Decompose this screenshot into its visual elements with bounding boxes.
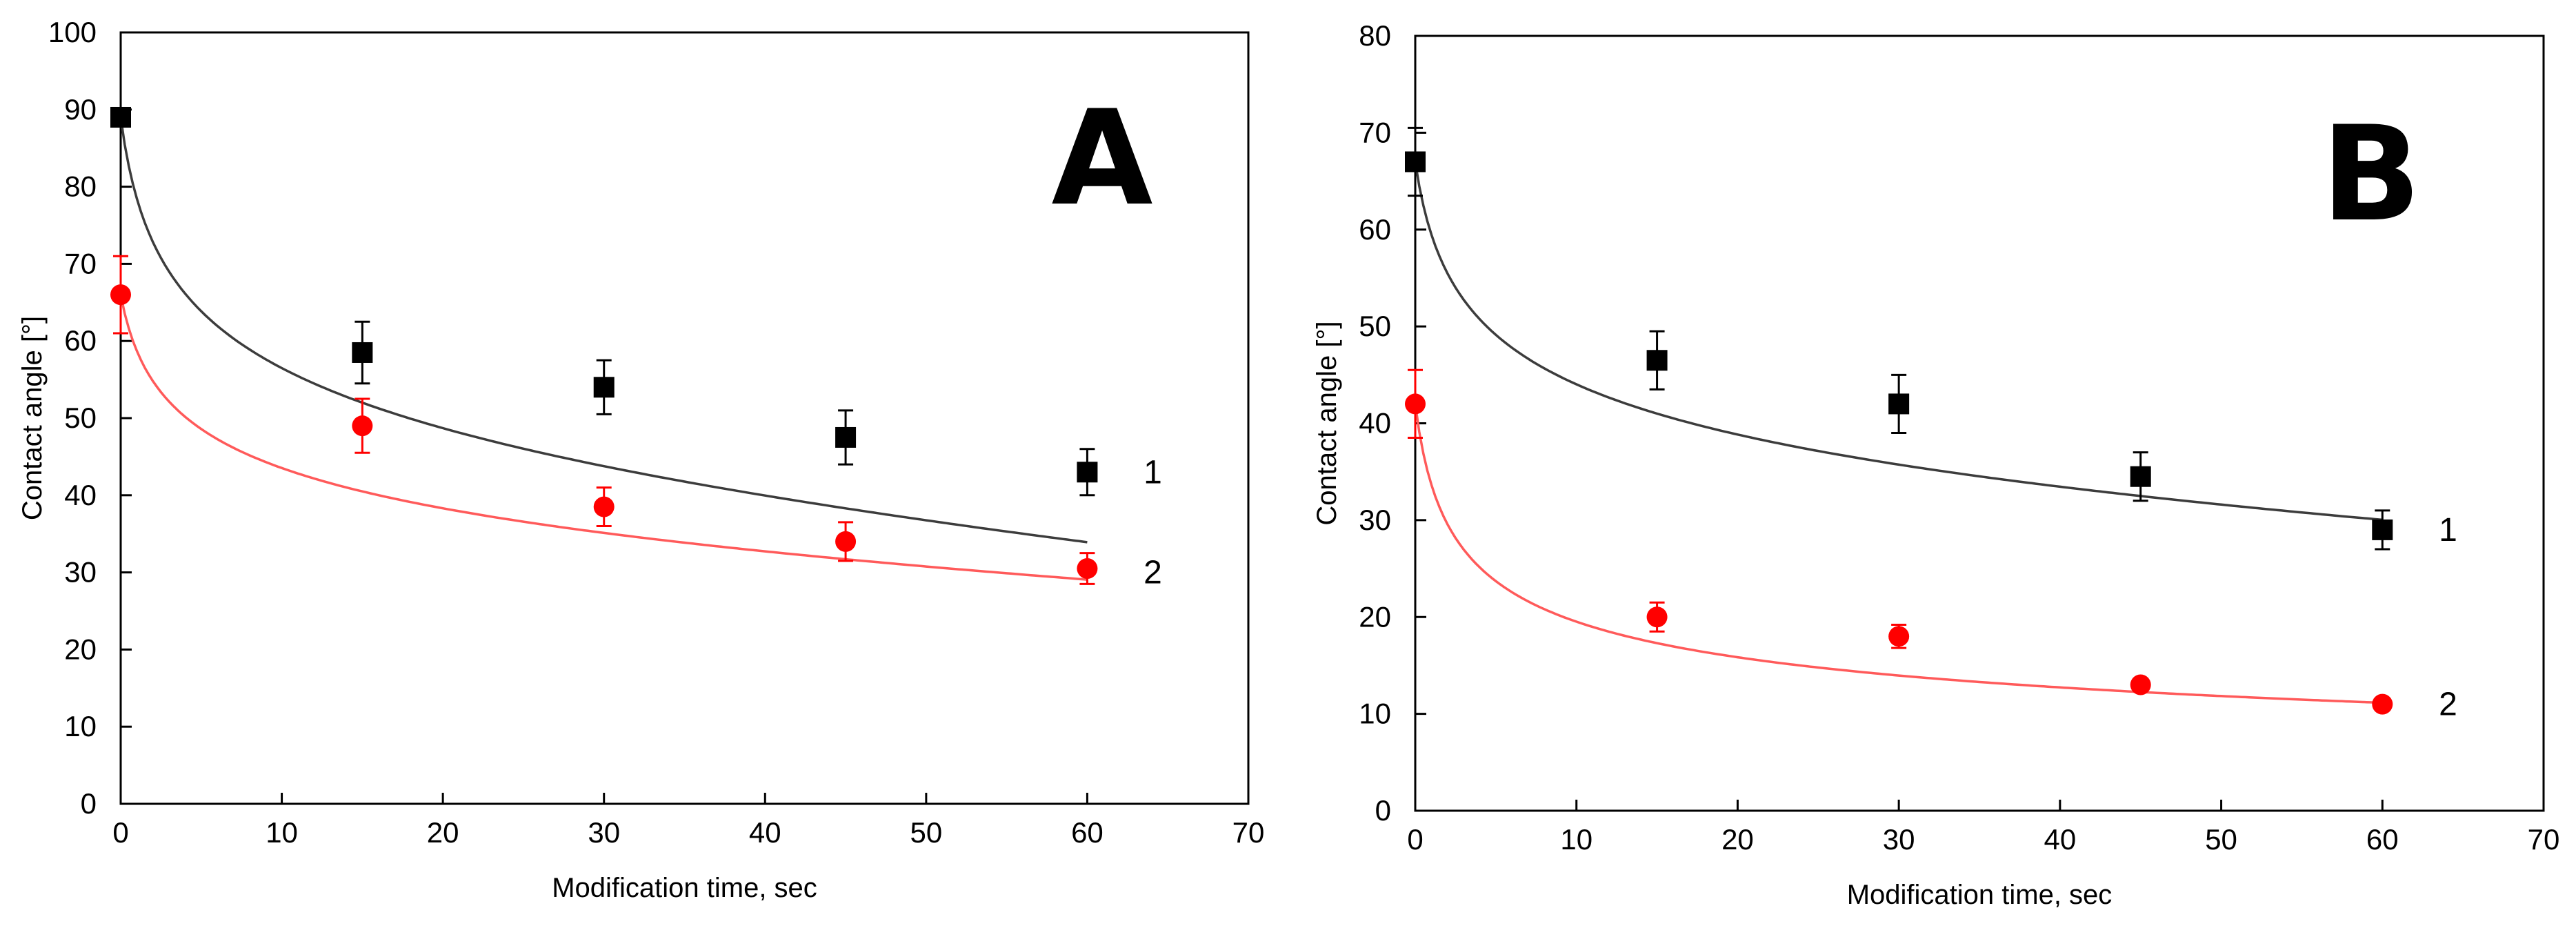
y-tick-label: 60 — [64, 324, 97, 357]
y-tick-label: 30 — [64, 556, 97, 589]
x-tick-label: 30 — [1883, 823, 1915, 856]
y-tick-label: 60 — [1359, 213, 1391, 246]
y-tick-label: 50 — [64, 402, 97, 434]
data-point — [1405, 151, 1426, 172]
series-label: 1 — [1144, 454, 1162, 491]
tick-marks — [1414, 34, 2545, 812]
data-point — [352, 342, 373, 363]
x-tick-label: 10 — [266, 816, 298, 849]
data-point — [1888, 626, 1910, 647]
data-point — [110, 106, 131, 128]
data-point — [2130, 674, 2151, 695]
y-tick-label: 70 — [64, 247, 97, 279]
y-tick-label: 30 — [1359, 504, 1391, 536]
x-axis-title: Modification time, sec — [552, 873, 817, 903]
y-tick-labels: 0 10 20 30 40 50 60 70 80 — [1359, 19, 1391, 827]
data-point — [1077, 558, 1098, 580]
series-1: 1 — [110, 106, 1162, 544]
x-tick-label: 10 — [1560, 823, 1592, 856]
data-point — [593, 496, 615, 517]
series-1: 1 — [1405, 126, 2457, 551]
panel-letter: B — [2322, 98, 2422, 250]
y-tick-label: 40 — [1359, 407, 1391, 440]
panel-letter: A — [1051, 82, 1152, 235]
x-tick-label: 70 — [2528, 823, 2560, 856]
x-tick-label: 40 — [749, 816, 781, 849]
data-point — [1888, 393, 1910, 415]
y-tick-label: 10 — [1359, 698, 1391, 730]
x-tick-label: 30 — [588, 816, 620, 849]
y-tick-label: 0 — [1375, 794, 1391, 827]
y-axis-title: Contact angle [°] — [1312, 321, 1342, 525]
fit-curve — [119, 117, 1088, 544]
data-point — [835, 531, 857, 552]
y-tick-label: 80 — [64, 170, 97, 203]
x-axis-title: Modification time, sec — [1847, 880, 2113, 910]
data-point — [593, 377, 615, 398]
tick-marks — [119, 31, 1250, 805]
data-point — [1077, 462, 1098, 483]
y-axis-title: Contact angle [°] — [17, 316, 48, 520]
series-label: 1 — [2439, 512, 2457, 549]
x-tick-label: 0 — [112, 816, 128, 849]
data-point — [1405, 393, 1426, 415]
y-tick-label: 80 — [1359, 19, 1391, 52]
x-tick-label: 50 — [2205, 823, 2237, 856]
panel-b: 0 10 20 30 40 50 60 70 0 10 20 30 40 50 60 70 80 Modifi… — [1312, 19, 2559, 910]
panel-a: 0 10 20 30 40 50 60 70 0 10 20 30 40 50 60 70 80 90 100 M… — [17, 16, 1264, 903]
series-2: 2 — [110, 255, 1162, 591]
data-point — [352, 415, 373, 437]
x-tick-label: 0 — [1407, 823, 1423, 856]
data-point — [2372, 693, 2393, 715]
y-tick-label: 20 — [64, 633, 97, 665]
series-2: 2 — [1405, 368, 2457, 723]
x-tick-labels: 0 10 20 30 40 50 60 70 — [1407, 823, 2559, 856]
x-tick-label: 70 — [1232, 816, 1265, 849]
series-layer: 12 — [1405, 126, 2457, 723]
x-tick-label: 60 — [2366, 823, 2399, 856]
data-point — [1646, 606, 1668, 628]
data-point — [2130, 466, 2151, 487]
series-layer: 12 — [110, 106, 1162, 591]
data-point — [1646, 350, 1668, 371]
y-tick-label: 10 — [64, 710, 97, 742]
fit-curve — [119, 294, 1088, 581]
y-tick-label: 90 — [64, 93, 97, 126]
y-tick-label: 100 — [48, 16, 97, 48]
x-tick-label: 60 — [1071, 816, 1104, 849]
data-point — [2372, 519, 2393, 540]
series-label: 2 — [1144, 555, 1162, 591]
y-tick-labels: 0 10 20 30 40 50 60 70 80 90 100 — [48, 16, 97, 820]
y-tick-label: 0 — [81, 787, 97, 820]
x-tick-label: 40 — [2044, 823, 2076, 856]
fit-curve — [1414, 161, 2383, 522]
x-tick-labels: 0 10 20 30 40 50 60 70 — [112, 816, 1264, 849]
data-point — [835, 426, 857, 448]
x-tick-label: 20 — [1721, 823, 1754, 856]
x-tick-label: 50 — [910, 816, 942, 849]
y-tick-label: 20 — [1359, 600, 1391, 633]
y-tick-label: 40 — [64, 479, 97, 511]
series-label: 2 — [2439, 687, 2457, 723]
y-tick-label: 70 — [1359, 116, 1391, 148]
data-point — [110, 284, 131, 306]
x-tick-label: 20 — [427, 816, 459, 849]
fit-curve — [1414, 404, 2383, 704]
y-tick-label: 50 — [1359, 310, 1391, 342]
